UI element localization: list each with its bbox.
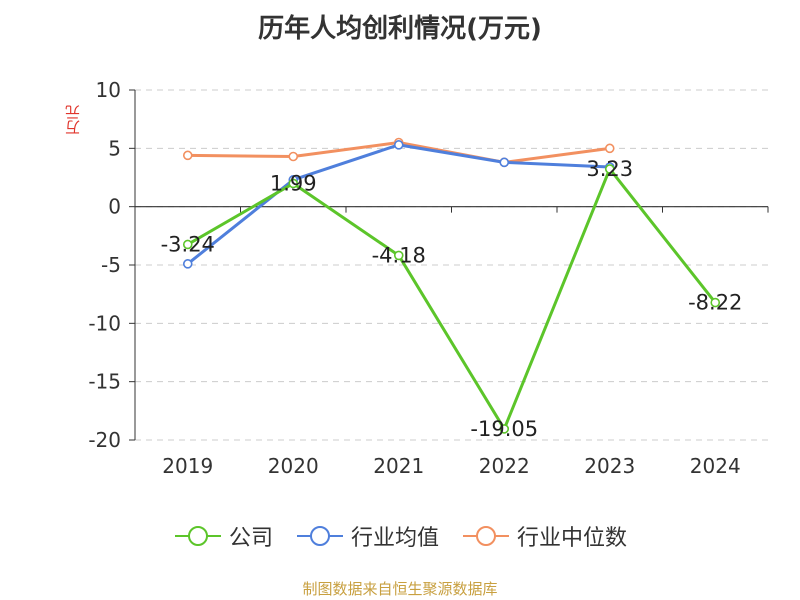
data-label: -19.05	[470, 417, 538, 441]
data-label: -3.24	[161, 232, 215, 256]
legend-label: 公司	[228, 526, 273, 551]
legend-item: 行业中位数	[461, 520, 627, 552]
x-tick-label: 2019	[162, 454, 213, 478]
data-point	[182, 150, 193, 161]
data-point	[182, 239, 193, 250]
x-tick-label: 2021	[373, 454, 424, 478]
y-tick-label: -10	[88, 311, 121, 335]
data-point	[393, 250, 404, 261]
chart-title: 历年人均创利情况(万元)	[258, 14, 542, 44]
x-tick-label: 2020	[268, 454, 319, 478]
data-label: -4.18	[372, 243, 426, 267]
data-point	[288, 151, 299, 162]
legend-label: 行业均值	[350, 526, 439, 551]
data-point	[182, 259, 193, 269]
y-tick-label: 10	[96, 78, 121, 102]
legend-symbol	[463, 526, 509, 546]
data-point	[499, 424, 510, 434]
y-tick-label: -15	[88, 370, 121, 394]
data-point	[604, 143, 615, 154]
data-point	[288, 178, 299, 189]
x-tick-label: 2022	[479, 454, 530, 478]
data-point	[499, 157, 510, 168]
data-source-note: 制图数据来自恒生聚源数据库	[302, 580, 498, 598]
data-point	[710, 297, 721, 308]
data-label: -8.22	[688, 291, 742, 315]
legend-symbol	[174, 526, 221, 546]
y-tick-label: -5	[101, 253, 121, 277]
data-point	[393, 140, 404, 150]
series-line-0	[186, 167, 717, 431]
legend-symbol	[296, 526, 343, 546]
data-label: 3.23	[586, 157, 633, 181]
legend-item: 行业均值	[295, 520, 439, 552]
y-tick-label: 0	[108, 195, 121, 219]
legend-item: 公司	[173, 520, 273, 552]
y-tick-label: 5	[108, 136, 121, 160]
legend: 公司 行业均值 行业中位数	[0, 520, 800, 552]
x-tick-label: 2024	[690, 454, 741, 478]
legend-label: 行业中位数	[517, 526, 628, 551]
x-tick-label: 2023	[584, 454, 635, 478]
data-label: 1.99	[270, 171, 317, 195]
data-point	[604, 164, 615, 174]
y-tick-label: -20	[88, 428, 121, 452]
